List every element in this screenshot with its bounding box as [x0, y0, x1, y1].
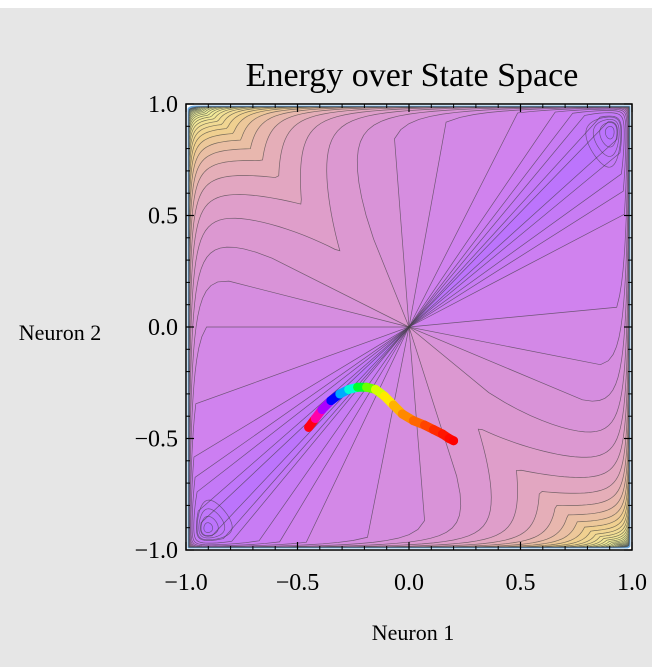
trajectory-point	[304, 422, 314, 432]
basin-contour	[203, 522, 214, 533]
y-tick-label: 0.5	[148, 204, 178, 230]
y-tick-label: −0.5	[134, 427, 178, 453]
y-axis-label: Neuron 2	[19, 320, 101, 345]
trajectory-point	[310, 413, 320, 423]
basin-contour	[585, 116, 622, 168]
trajectory-point	[388, 400, 398, 410]
basin-contour	[599, 122, 618, 148]
trajectory-point	[371, 384, 381, 394]
trajectory-point	[437, 429, 447, 439]
y-tick-labels: 1.0 0.5 0.0 −0.5 −1.0	[134, 92, 178, 564]
trajectory-point	[362, 382, 372, 392]
trajectory-point	[379, 391, 389, 401]
y-tick-label: 1.0	[148, 92, 178, 118]
trajectory-point	[317, 405, 327, 415]
trajectory-layer	[304, 382, 459, 446]
y-tick-label: 0.0	[148, 315, 178, 341]
trajectory-point	[397, 409, 407, 419]
contour-layer	[187, 105, 631, 549]
chart-title: Energy over State Space	[246, 57, 579, 94]
basin-contour	[604, 126, 615, 140]
trajectory-point	[335, 389, 345, 399]
basin-contour	[592, 119, 620, 157]
basin-contour	[198, 508, 226, 539]
x-tick-label: 1.0	[617, 570, 647, 596]
tick-marks	[185, 103, 633, 551]
contour-band	[200, 121, 618, 537]
trajectory-point	[326, 396, 336, 406]
x-tick-label: 0.5	[506, 570, 536, 596]
trajectory-point	[420, 420, 430, 430]
trajectory-point	[449, 436, 459, 446]
x-tick-label: −1.0	[164, 570, 208, 596]
basin-contour	[196, 499, 233, 541]
x-tick-label: −0.5	[276, 570, 320, 596]
x-axis-label: Neuron 1	[372, 620, 454, 645]
trajectory-point	[408, 416, 418, 426]
x-tick-label: 0.0	[394, 570, 424, 596]
x-tick-labels: −1.0 −0.5 0.0 0.5 1.0	[164, 570, 647, 596]
trajectory-point	[429, 425, 439, 435]
y-tick-label: −1.0	[134, 538, 178, 564]
trajectory-point	[353, 382, 363, 392]
trajectory-point	[344, 384, 354, 394]
basin-contour	[200, 515, 219, 536]
